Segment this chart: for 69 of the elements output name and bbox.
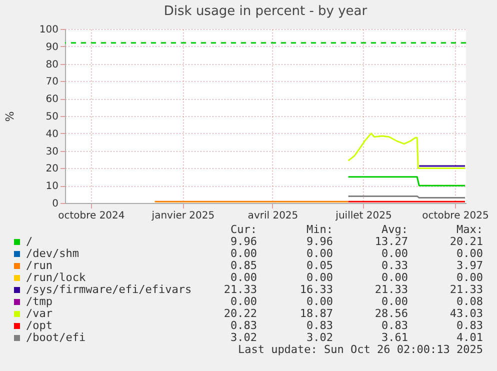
text: 21.33 (224, 283, 257, 296)
text: 0.00 (230, 295, 257, 308)
text: 3.02 (306, 331, 333, 344)
y-tick-label: 30 (46, 146, 58, 158)
text: Cur: (230, 223, 257, 236)
y-tick-label: 90 (46, 42, 58, 53)
legend-label: /sys/firmware/efi/efivars (26, 283, 192, 296)
text: Min: (306, 223, 333, 236)
y-tick-label: 40 (46, 128, 58, 140)
text: 21.33 (374, 283, 408, 296)
text: 3.02 (230, 331, 257, 344)
line-series (348, 132, 466, 169)
x-tick-label: avril 2025 (248, 210, 298, 222)
text: 4.01 (456, 331, 483, 344)
text: 28.56 (374, 307, 408, 320)
text: 0.00 (456, 271, 483, 284)
text: 0.00 (306, 295, 333, 308)
legend-label: /tmp (26, 295, 52, 308)
text: 0.85 (230, 259, 257, 272)
text: 0.08 (456, 295, 483, 308)
y-tick-label: 80 (46, 59, 58, 70)
text: Max: (456, 223, 483, 236)
text: 0.00 (230, 247, 257, 260)
text: 0.83 (306, 319, 333, 332)
text: 20.22 (224, 307, 257, 320)
text: 43.03 (450, 307, 483, 320)
legend-label: /boot/efi (26, 331, 86, 344)
text: 0.33 (382, 259, 408, 272)
text: 0.00 (382, 295, 408, 308)
y-tick-label: 100 (39, 24, 58, 36)
text: 3.97 (456, 259, 483, 272)
x-tick-label: octobre 2025 (422, 210, 489, 222)
y-tick-label: 20 (46, 164, 58, 175)
text: 0.05 (306, 259, 333, 272)
text: 0.83 (456, 319, 483, 332)
text: 13.27 (374, 235, 408, 248)
text: 0.83 (230, 319, 257, 332)
text: 9.96 (230, 235, 257, 248)
x-tick-label: janvier 2025 (150, 210, 215, 222)
text: 16.33 (300, 283, 333, 296)
text: 0.00 (306, 271, 333, 284)
legend-label: /var (26, 307, 52, 320)
text: 3.61 (382, 331, 408, 344)
y-tick-label: 0 (52, 198, 58, 210)
chart-title: Disk usage in percent - by year (164, 4, 368, 19)
text: Avg: (382, 223, 408, 236)
legend-label: /dev/shm (26, 247, 79, 260)
text: 18.87 (300, 307, 333, 320)
y-axis-title: % (3, 111, 16, 122)
text: 0.00 (230, 271, 257, 284)
legend-label: /run (26, 259, 52, 272)
x-tick-label: octobre 2024 (58, 210, 125, 222)
text: 0.00 (306, 247, 333, 260)
text: 0.00 (382, 271, 408, 284)
legend-label: /run/lock (26, 271, 86, 284)
legend-label: /opt (26, 319, 52, 332)
text: 9.96 (306, 235, 333, 248)
text: 0.83 (382, 319, 408, 332)
y-tick-label: 70 (46, 76, 58, 88)
x-tick-label: juillet 2025 (334, 210, 392, 222)
y-tick-label: 50 (46, 112, 58, 122)
text: 0.00 (456, 247, 483, 260)
text: 0.00 (382, 247, 408, 260)
text: 20.21 (450, 235, 483, 248)
y-tick-label: 60 (46, 94, 58, 106)
y-tick-label: 10 (46, 181, 58, 192)
text: Last update: Sun Oct 26 02:00:13 2025 (238, 343, 483, 356)
text: 21.33 (450, 283, 483, 296)
legend-label: / (26, 235, 33, 248)
